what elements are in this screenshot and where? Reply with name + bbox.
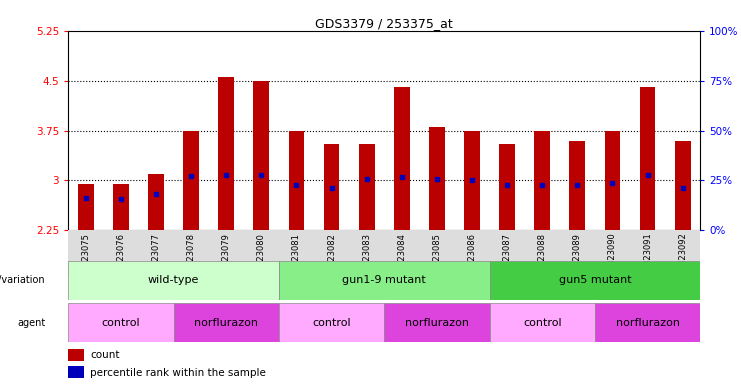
- Text: norflurazon: norflurazon: [194, 318, 258, 328]
- Bar: [429, 127, 445, 230]
- Text: GSM323085: GSM323085: [433, 233, 442, 283]
- Bar: [569, 141, 585, 230]
- Bar: [675, 141, 691, 230]
- Text: GSM323079: GSM323079: [222, 233, 230, 283]
- Bar: [68, 261, 279, 300]
- Text: GSM323080: GSM323080: [257, 233, 266, 283]
- Bar: [464, 131, 480, 230]
- Text: genotype/variation: genotype/variation: [0, 275, 45, 285]
- Text: norflurazon: norflurazon: [616, 318, 679, 328]
- Text: GSM323078: GSM323078: [187, 233, 196, 284]
- Text: GSM323081: GSM323081: [292, 233, 301, 283]
- Bar: [324, 144, 339, 230]
- Bar: [68, 349, 84, 361]
- Text: control: control: [102, 318, 140, 328]
- Bar: [490, 261, 700, 300]
- Bar: [279, 261, 490, 300]
- Text: GSM323090: GSM323090: [608, 233, 617, 283]
- Bar: [148, 174, 164, 230]
- Bar: [639, 87, 656, 230]
- Bar: [113, 184, 129, 230]
- Bar: [490, 303, 595, 342]
- Text: count: count: [90, 350, 120, 360]
- Text: control: control: [523, 318, 562, 328]
- Bar: [605, 131, 620, 230]
- Bar: [595, 303, 700, 342]
- Bar: [219, 77, 234, 230]
- Text: control: control: [312, 318, 350, 328]
- Text: GSM323076: GSM323076: [116, 233, 125, 284]
- Text: gun1-9 mutant: gun1-9 mutant: [342, 275, 426, 285]
- Bar: [534, 131, 550, 230]
- Text: norflurazon: norflurazon: [405, 318, 469, 328]
- Text: GSM323075: GSM323075: [82, 233, 90, 283]
- Text: GSM323082: GSM323082: [327, 233, 336, 283]
- Text: percentile rank within the sample: percentile rank within the sample: [90, 367, 266, 377]
- Bar: [173, 303, 279, 342]
- Text: wild-type: wild-type: [148, 275, 199, 285]
- Bar: [68, 366, 84, 379]
- Text: GSM323087: GSM323087: [502, 233, 511, 284]
- Text: GSM323092: GSM323092: [678, 233, 687, 283]
- Text: agent: agent: [17, 318, 45, 328]
- Bar: [183, 131, 199, 230]
- Bar: [384, 303, 490, 342]
- Text: GSM323084: GSM323084: [397, 233, 406, 283]
- Bar: [253, 81, 269, 230]
- Text: GSM323077: GSM323077: [151, 233, 161, 284]
- Bar: [359, 144, 374, 230]
- Text: GSM323089: GSM323089: [573, 233, 582, 283]
- Text: GSM323086: GSM323086: [468, 233, 476, 284]
- Title: GDS3379 / 253375_at: GDS3379 / 253375_at: [316, 17, 453, 30]
- Bar: [279, 303, 384, 342]
- Bar: [288, 131, 305, 230]
- Bar: [394, 87, 410, 230]
- Bar: [78, 184, 93, 230]
- Bar: [68, 303, 173, 342]
- Text: GSM323088: GSM323088: [538, 233, 547, 284]
- Text: gun5 mutant: gun5 mutant: [559, 275, 631, 285]
- Bar: [499, 144, 515, 230]
- Text: GSM323091: GSM323091: [643, 233, 652, 283]
- Text: GSM323083: GSM323083: [362, 233, 371, 284]
